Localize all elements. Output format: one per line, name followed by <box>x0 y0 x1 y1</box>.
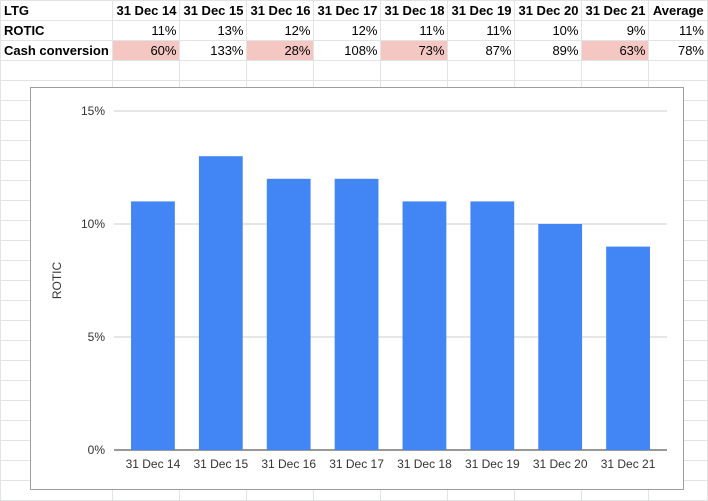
data-cell[interactable]: 11% <box>380 20 449 41</box>
y-axis-label: ROTIC <box>50 262 64 300</box>
empty-cell[interactable] <box>179 60 248 81</box>
data-cell[interactable]: 9% <box>581 20 650 41</box>
bar[interactable] <box>470 201 515 450</box>
row-label-cash-conversion[interactable]: Cash conversion <box>0 40 114 61</box>
header-cell[interactable]: 31 Dec 14 <box>112 0 181 21</box>
empty-cell[interactable] <box>648 60 708 81</box>
bar[interactable] <box>198 156 243 450</box>
bar[interactable] <box>606 246 650 450</box>
data-cell[interactable]: 63% <box>581 40 650 61</box>
bar-chart[interactable]: 0% 5% 10% 15% ROTIC 31 Dec 14 31 Dec 15 31 Dec … <box>30 87 684 490</box>
x-tick-label: 31 Dec 21 <box>601 457 656 471</box>
data-cell[interactable]: 12% <box>313 20 382 41</box>
y-tick-label: 10% <box>81 217 105 231</box>
x-tick-label: 31 Dec 20 <box>533 457 588 471</box>
data-cell[interactable]: 73% <box>380 40 449 61</box>
data-cell[interactable]: 13% <box>179 20 248 41</box>
header-cell-average[interactable]: Average <box>648 0 708 21</box>
data-cell[interactable]: 133% <box>179 40 248 61</box>
corner-cell[interactable]: LTG <box>0 0 114 21</box>
table-row-rotic: ROTIC 11% 13% 12% 12% 11% 11% 10% 9% 11% <box>0 20 708 41</box>
data-cell[interactable]: 12% <box>246 20 315 41</box>
y-tick-label: 5% <box>88 330 106 344</box>
header-cell[interactable]: 31 Dec 19 <box>447 0 516 21</box>
empty-cell[interactable] <box>380 60 449 81</box>
chart-canvas: 0% 5% 10% 15% ROTIC 31 Dec 14 31 Dec 15 31 Dec … <box>50 104 667 471</box>
header-cell[interactable]: 31 Dec 15 <box>179 0 248 21</box>
empty-cell[interactable] <box>0 60 114 81</box>
row-label-rotic[interactable]: ROTIC <box>0 20 114 41</box>
header-cell[interactable]: 31 Dec 17 <box>313 0 382 21</box>
data-cell[interactable]: 11% <box>447 20 516 41</box>
data-cell-average[interactable]: 78% <box>648 40 708 61</box>
bar[interactable] <box>266 178 311 451</box>
x-tick-label: 31 Dec 18 <box>397 457 452 471</box>
x-tick-label: 31 Dec 15 <box>193 457 248 471</box>
data-cell[interactable]: 60% <box>112 40 181 61</box>
empty-cell[interactable] <box>246 60 315 81</box>
empty-cell[interactable] <box>112 60 181 81</box>
x-tick-label: 31 Dec 19 <box>465 457 520 471</box>
x-tick-label: 31 Dec 14 <box>126 457 181 471</box>
data-cell[interactable]: 87% <box>447 40 516 61</box>
table-row-cash-conversion: Cash conversion 60% 133% 28% 108% 73% 87… <box>0 40 708 61</box>
data-cell-average[interactable]: 11% <box>648 20 708 41</box>
empty-cell[interactable] <box>581 60 650 81</box>
header-cell[interactable]: 31 Dec 20 <box>514 0 583 21</box>
empty-row <box>0 60 708 81</box>
y-tick-label: 0% <box>88 443 106 457</box>
bar[interactable] <box>131 201 175 450</box>
header-row: LTG 31 Dec 14 31 Dec 15 31 Dec 16 31 Dec… <box>0 0 708 21</box>
bar[interactable] <box>538 224 583 450</box>
data-cell[interactable]: 10% <box>514 20 583 41</box>
bar[interactable] <box>402 201 447 450</box>
empty-cell[interactable] <box>514 60 583 81</box>
header-cell[interactable]: 31 Dec 18 <box>380 0 449 21</box>
x-tick-label: 31 Dec 16 <box>261 457 316 471</box>
data-cell[interactable]: 89% <box>514 40 583 61</box>
header-cell[interactable]: 31 Dec 21 <box>581 0 650 21</box>
y-tick-label: 15% <box>81 104 105 118</box>
empty-cell[interactable] <box>313 60 382 81</box>
data-cell[interactable]: 108% <box>313 40 382 61</box>
empty-cell[interactable] <box>447 60 516 81</box>
data-cell[interactable]: 28% <box>246 40 315 61</box>
bar[interactable] <box>334 178 379 451</box>
x-tick-label: 31 Dec 17 <box>329 457 384 471</box>
data-cell[interactable]: 11% <box>112 20 181 41</box>
header-cell[interactable]: 31 Dec 16 <box>246 0 315 21</box>
